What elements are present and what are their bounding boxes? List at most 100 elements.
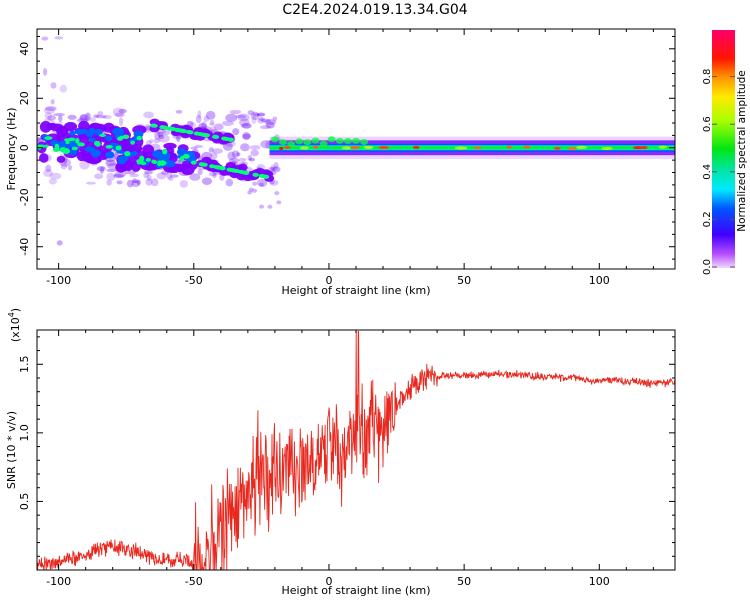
upper-streak-core bbox=[213, 135, 220, 140]
noise-blob bbox=[131, 151, 138, 156]
noise-core bbox=[182, 153, 190, 159]
noise-speckle bbox=[151, 178, 159, 187]
tail-speckle bbox=[248, 187, 254, 192]
band-wiggle bbox=[352, 137, 360, 144]
noise-core bbox=[158, 160, 167, 166]
noise-speckle bbox=[58, 115, 63, 122]
noise-speckle bbox=[86, 181, 96, 185]
bottom-x-tick-label: -50 bbox=[185, 575, 203, 588]
bottom-y-tick-label: 0.5 bbox=[18, 493, 31, 511]
noise-blob bbox=[86, 132, 94, 138]
band-hotspot bbox=[454, 146, 468, 150]
noise-blob bbox=[39, 153, 49, 163]
band-hotspot bbox=[412, 145, 420, 149]
noise-speckle bbox=[247, 154, 253, 161]
colorbar-tick-label: 0.4 bbox=[702, 164, 713, 180]
noise-core bbox=[37, 144, 43, 150]
noise-speckle bbox=[222, 142, 233, 151]
noise-speckle bbox=[143, 172, 150, 179]
noise-speckle bbox=[156, 129, 167, 135]
noise-speckle bbox=[212, 148, 223, 154]
noise-blob bbox=[56, 140, 68, 149]
noise-blob bbox=[84, 146, 96, 153]
tail-speckle bbox=[259, 204, 265, 209]
noise-core bbox=[99, 133, 106, 138]
upper-streak-core bbox=[168, 126, 175, 131]
noise-speckle bbox=[145, 178, 153, 186]
noise-speckle bbox=[242, 122, 251, 129]
lower-streak-core bbox=[233, 169, 240, 174]
noise-speckle bbox=[210, 152, 218, 160]
noise-speckle bbox=[131, 180, 141, 187]
band-wiggle bbox=[343, 137, 352, 144]
noise-speckle bbox=[197, 110, 202, 119]
band-hotspot bbox=[473, 146, 482, 150]
noise-speckle bbox=[94, 173, 104, 180]
noise-speckle bbox=[79, 114, 89, 123]
noise-speckle bbox=[229, 109, 242, 115]
noise-speckle bbox=[154, 131, 161, 140]
upper-streak-core bbox=[187, 130, 194, 135]
noise-speckle bbox=[265, 121, 275, 129]
noise-speckle bbox=[49, 172, 62, 180]
noise-blob bbox=[59, 127, 69, 137]
noise-core bbox=[179, 156, 184, 162]
noise-core bbox=[71, 146, 79, 151]
noise-blob bbox=[91, 156, 102, 164]
noise-speckle bbox=[256, 112, 266, 117]
noise-blob bbox=[78, 120, 90, 132]
top-x-tick-label: 100 bbox=[589, 274, 610, 287]
noise-speckle bbox=[45, 164, 52, 173]
multiplier-base: (x10 bbox=[9, 317, 22, 342]
noise-speckle bbox=[239, 118, 250, 127]
band-hotspot bbox=[523, 145, 531, 149]
noise-core bbox=[162, 148, 168, 155]
noise-speckle bbox=[248, 157, 256, 162]
band-hotspot bbox=[658, 145, 667, 149]
upper-streak-core bbox=[227, 137, 234, 142]
noise-blob bbox=[112, 127, 124, 136]
noise-speckle bbox=[126, 179, 134, 188]
noise-core bbox=[115, 145, 122, 151]
band-core bbox=[269, 146, 675, 149]
top-y-tick-label: 40 bbox=[18, 42, 31, 56]
tail-speckle bbox=[252, 181, 258, 186]
noise-core bbox=[145, 158, 151, 162]
noise-speckle bbox=[175, 110, 183, 114]
band-hotspot bbox=[299, 146, 309, 150]
noise-speckle bbox=[41, 36, 49, 41]
noise-speckle bbox=[146, 174, 152, 181]
noise-speckle bbox=[235, 152, 241, 157]
noise-speckle bbox=[67, 114, 77, 120]
upper-streak-core bbox=[193, 131, 200, 136]
noise-speckle bbox=[201, 121, 207, 130]
band-wiggle bbox=[270, 136, 279, 143]
noise-speckle bbox=[93, 114, 100, 118]
noise-speckle bbox=[257, 118, 265, 124]
lower-streak-core bbox=[190, 160, 197, 165]
noise-speckle bbox=[45, 106, 57, 112]
noise-speckle bbox=[54, 36, 64, 40]
noise-speckle bbox=[272, 166, 281, 173]
noise-speckle bbox=[44, 112, 53, 120]
noise-blob bbox=[117, 155, 129, 163]
noise-speckle bbox=[201, 177, 213, 185]
band-hotspot bbox=[378, 146, 390, 150]
noise-speckle bbox=[79, 160, 90, 170]
noise-speckle bbox=[240, 123, 252, 129]
noise-speckle bbox=[252, 112, 260, 117]
noise-blob bbox=[105, 151, 115, 159]
noise-core bbox=[44, 144, 49, 148]
upper-streak-core bbox=[221, 136, 228, 141]
bottom-y-tick-label: 1.0 bbox=[18, 424, 31, 442]
top-y-tick-label: -20 bbox=[18, 188, 31, 206]
bottom-x-tick-label: 50 bbox=[457, 575, 471, 588]
noise-speckle bbox=[269, 166, 275, 172]
noise-core bbox=[136, 158, 142, 165]
noise-speckle bbox=[59, 84, 67, 93]
noise-speckle bbox=[170, 174, 179, 178]
colorbar-label: Normalized spectral amplitude bbox=[736, 70, 748, 231]
noise-blob bbox=[69, 148, 78, 156]
noise-speckle bbox=[84, 112, 91, 122]
